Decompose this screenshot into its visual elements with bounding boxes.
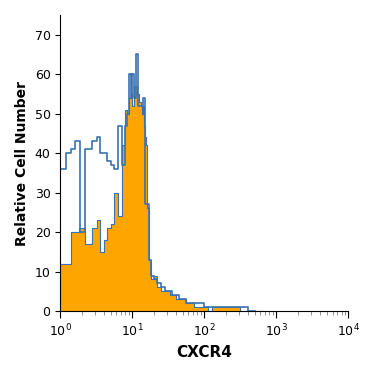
Y-axis label: Relative Cell Number: Relative Cell Number [15, 81, 29, 246]
X-axis label: CXCR4: CXCR4 [177, 345, 232, 360]
